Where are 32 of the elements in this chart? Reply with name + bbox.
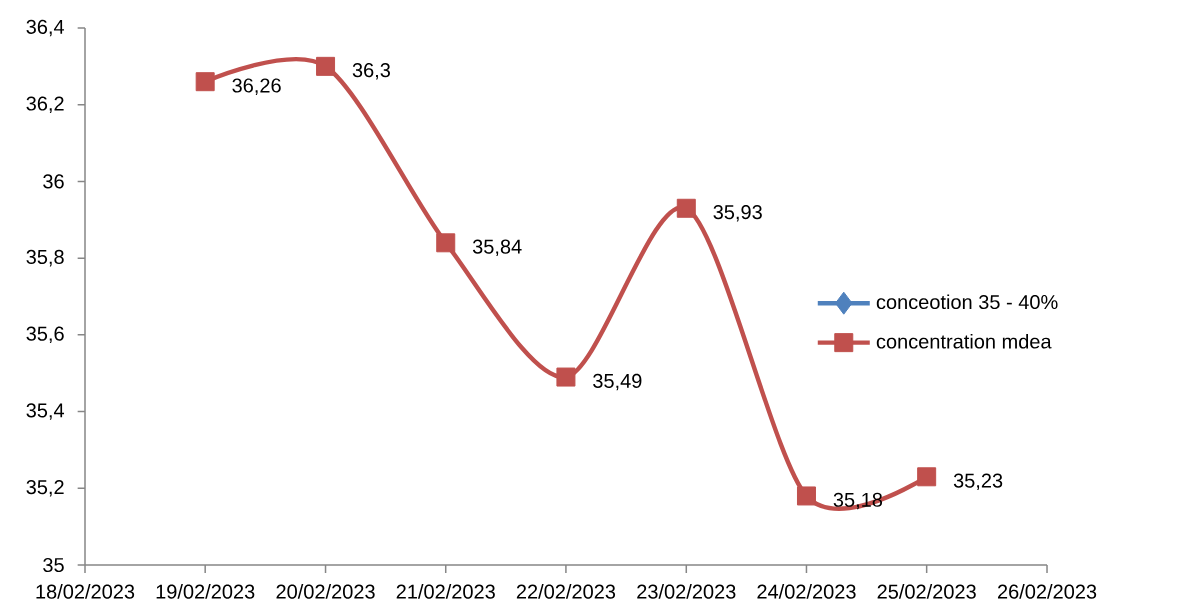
point <box>796 486 816 506</box>
y-tick-label: 35,6 <box>26 326 64 344</box>
x-tick-label: 23/02/2023 <box>637 584 736 599</box>
y-tick-label: 36,2 <box>26 96 64 113</box>
x-tick-label: 20/02/2023 <box>276 584 375 599</box>
y-tick-label: 35,4 <box>26 403 65 420</box>
x-tick-label: 22/02/2023 <box>516 584 616 599</box>
legend-label: conceotion 35 - 40% <box>876 294 1058 310</box>
x-tick-label: 18/02/2023 <box>36 584 135 599</box>
y-tick-label: 35,2 <box>26 480 64 497</box>
point <box>676 198 696 218</box>
data-label: 35,49 <box>593 373 642 391</box>
point <box>195 72 215 92</box>
legend-label: concentration mdea <box>876 333 1052 349</box>
data-label: 35,23 <box>953 473 1003 491</box>
x-tick-label: 26/02/2023 <box>997 584 1097 599</box>
x-tick-label: 24/02/2023 <box>757 584 856 599</box>
data-label: 36,3 <box>352 63 390 80</box>
y-tick-label: 35 <box>43 557 64 573</box>
x-tick-label: 21/02/2023 <box>396 584 495 599</box>
y-tick-label: 36,4 <box>26 19 65 37</box>
data-label: 35,93 <box>713 205 762 222</box>
point <box>316 56 336 76</box>
point <box>436 233 456 253</box>
y-tick-label: 35,8 <box>26 249 64 267</box>
point <box>556 367 576 387</box>
y-tick-label: 36 <box>43 174 64 189</box>
x-tick-label: 19/02/2023 <box>156 584 255 599</box>
point <box>917 467 937 487</box>
data-label: 36,26 <box>232 78 281 95</box>
data-label: 35,84 <box>472 239 522 257</box>
x-tick-label: 25/02/2023 <box>877 584 976 599</box>
